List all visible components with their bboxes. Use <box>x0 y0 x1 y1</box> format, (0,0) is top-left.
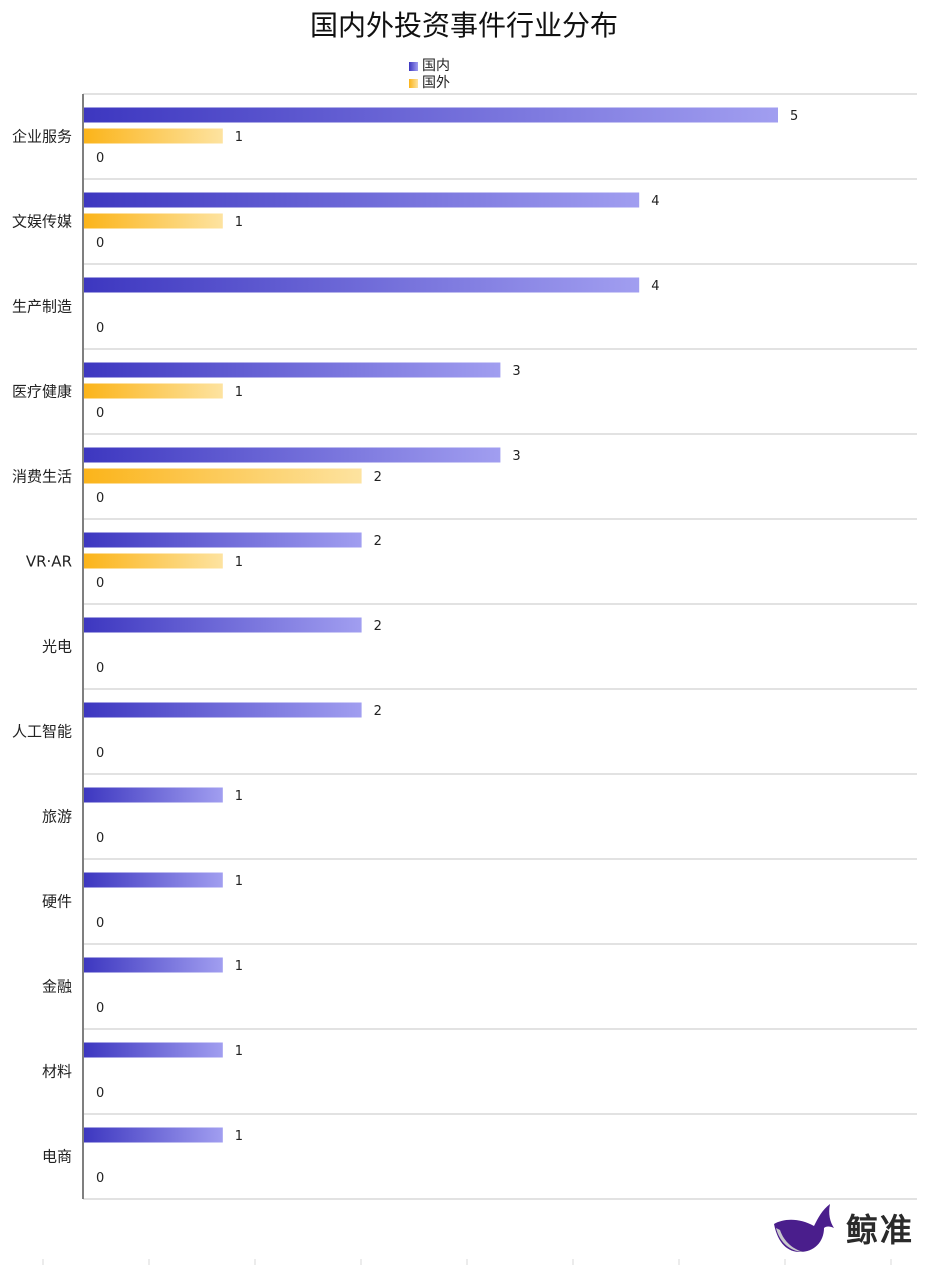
category-label: 企业服务 <box>12 128 72 146</box>
data-label: 0 <box>96 1171 104 1186</box>
bars <box>84 107 778 1143</box>
bar-foreign <box>84 383 223 399</box>
brand-logo: 鲸准 <box>770 1198 920 1258</box>
bar-foreign <box>84 128 223 144</box>
whale-logo-icon <box>774 1204 834 1252</box>
category-label: 旅游 <box>42 808 72 826</box>
data-label: 4 <box>651 279 659 294</box>
brand-name: 鲸准 <box>846 1211 915 1249</box>
bar-domestic <box>84 447 501 463</box>
data-label: 0 <box>96 491 104 506</box>
data-label: 0 <box>96 576 104 591</box>
data-label: 1 <box>235 1044 243 1059</box>
data-label: 0 <box>96 406 104 421</box>
bar-domestic <box>84 872 223 888</box>
data-label: 2 <box>374 534 382 549</box>
data-label: 0 <box>96 1086 104 1101</box>
data-label: 1 <box>235 385 243 400</box>
legend-label-domestic: 国内 <box>422 58 450 74</box>
data-label: 1 <box>235 130 243 145</box>
data-label: 0 <box>96 151 104 166</box>
data-label: 0 <box>96 916 104 931</box>
legend-swatch-domestic <box>409 62 418 71</box>
bar-foreign <box>84 468 362 484</box>
data-label: 5 <box>790 109 798 124</box>
category-label: 消费生活 <box>12 468 72 486</box>
legend-item-foreign: 国外 <box>409 75 450 92</box>
data-label: 2 <box>374 704 382 719</box>
category-label: 医疗健康 <box>12 383 72 401</box>
legend-swatch-foreign <box>409 79 418 88</box>
labels: 企业服务 5 1 0 文娱传媒 4 1 0 生产制造 4 0 医疗健康 3 1 0 消费生活 3 2 0 VR·AR 2… <box>12 109 798 1186</box>
bar-domestic <box>84 362 501 378</box>
bar-domestic <box>84 957 223 973</box>
category-label: 金融 <box>42 978 72 996</box>
data-label: 0 <box>96 236 104 251</box>
bar-domestic <box>84 192 640 208</box>
data-label: 1 <box>235 1129 243 1144</box>
legend-label-foreign: 国外 <box>422 75 450 91</box>
bar-domestic <box>84 107 778 123</box>
bar-domestic <box>84 617 362 633</box>
bar-foreign <box>84 213 223 229</box>
legend-item-domestic: 国内 <box>409 58 450 75</box>
data-label: 0 <box>96 1001 104 1016</box>
data-label: 0 <box>96 321 104 336</box>
bar-domestic <box>84 277 640 293</box>
data-label: 2 <box>374 470 382 485</box>
category-label: 生产制造 <box>12 298 72 316</box>
chart-title: 国内外投资事件行业分布 <box>309 9 618 42</box>
data-label: 4 <box>651 194 659 209</box>
category-label: 人工智能 <box>12 723 72 741</box>
data-label: 1 <box>235 874 243 889</box>
bar-foreign <box>84 553 223 569</box>
category-label: 文娱传媒 <box>12 213 72 231</box>
data-label: 2 <box>374 619 382 634</box>
data-label: 1 <box>235 959 243 974</box>
category-label: 电商 <box>42 1148 72 1166</box>
category-label: 光电 <box>42 638 72 656</box>
category-label: 材料 <box>42 1063 72 1081</box>
data-label: 1 <box>235 555 243 570</box>
category-label: VR·AR <box>26 553 72 571</box>
bar-domestic <box>84 532 362 548</box>
data-label: 3 <box>512 449 520 464</box>
grid-lines <box>42 93 917 1265</box>
bar-domestic <box>84 1127 223 1143</box>
data-label: 3 <box>512 364 520 379</box>
legend: 国内 国外 <box>409 58 450 92</box>
data-label: 0 <box>96 661 104 676</box>
category-label: 硬件 <box>42 893 72 911</box>
bar-domestic <box>84 1042 223 1058</box>
data-label: 1 <box>235 789 243 804</box>
bar-domestic <box>84 787 223 803</box>
data-label: 0 <box>96 746 104 761</box>
bar-domestic <box>84 702 362 718</box>
data-label: 1 <box>235 215 243 230</box>
data-label: 0 <box>96 831 104 846</box>
